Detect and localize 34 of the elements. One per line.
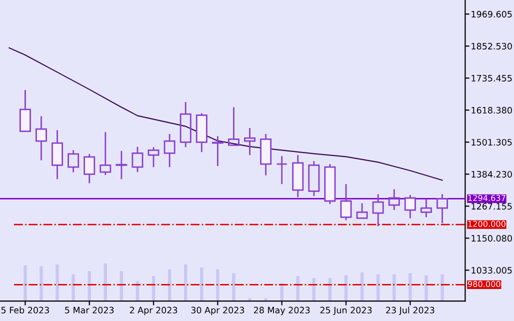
y-tick-label: 1618.380 [472, 106, 512, 114]
candlestick [260, 133, 272, 176]
ref-line-label: 1200.000 [468, 220, 506, 227]
y-tick-label: 1033.005 [472, 267, 512, 274]
x-tick-label: 28 May 2023 [254, 306, 310, 316]
ref-line-label: 980.000 [468, 280, 500, 288]
x-tick-label: 2 Apr 2023 [130, 306, 178, 316]
x-tick-label: 25 Jun 2023 [320, 306, 372, 316]
y-tick-label: 1501.305 [472, 138, 512, 146]
candlestick [292, 154, 304, 198]
y-tick-label: 1735.455 [472, 74, 512, 82]
line-series [8, 47, 443, 181]
x-tick-label: 30 Apr 2023 [191, 306, 244, 316]
candlestick [68, 149, 80, 173]
candlestick [116, 150, 128, 180]
x-tick-label: 5 Mar 2023 [65, 306, 114, 314]
candlestick [164, 133, 176, 168]
bar [248, 298, 252, 302]
y-tick-label: 1384.230 [472, 170, 512, 178]
candlestick [276, 155, 288, 185]
candlestick [212, 135, 224, 167]
x-tick-label: 5 Feb 2023 [1, 306, 49, 314]
y-tick-label: 1969.605 [472, 10, 512, 18]
candlestick [52, 129, 64, 180]
candlestick [36, 116, 47, 161]
y-tick-label: 1267.155 [472, 202, 512, 210]
y-tick-label: 1150.080 [472, 235, 512, 242]
x-tick-label: 23 Jul 2023 [386, 306, 434, 316]
y-tick-label: 1852.530 [472, 42, 512, 50]
ref-line-label: 1294.637 [468, 194, 506, 201]
bar [264, 298, 268, 302]
candlestick [436, 193, 448, 224]
candlestick [244, 127, 256, 156]
candlestick [372, 193, 384, 227]
